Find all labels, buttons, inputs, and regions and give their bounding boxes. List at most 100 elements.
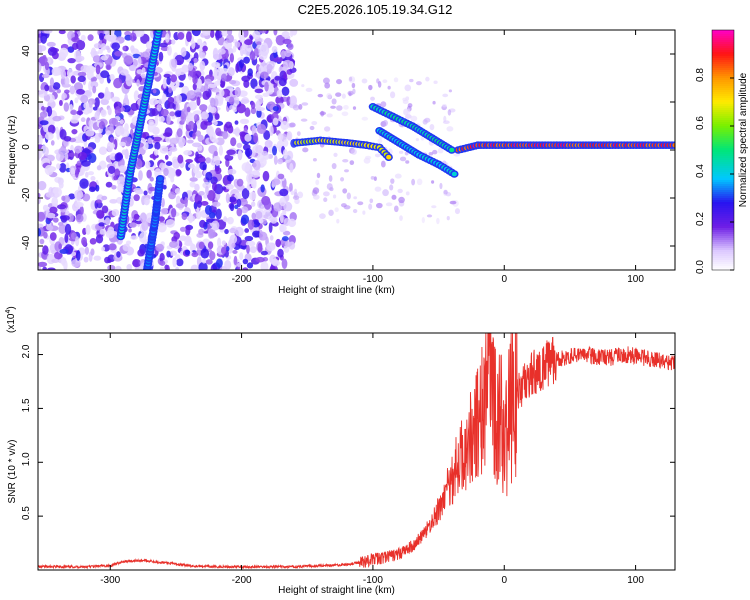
noise-blob: [275, 95, 284, 105]
noise-blob: [342, 158, 349, 163]
noise-blob: [316, 172, 321, 179]
noise-blob: [75, 213, 84, 223]
noise-blob: [349, 160, 355, 166]
noise-blob: [115, 125, 125, 136]
noise-blob: [49, 206, 58, 214]
noise-blob: [38, 134, 43, 146]
noise-blob: [166, 114, 171, 125]
noise-blob: [59, 47, 69, 58]
noise-blob: [70, 167, 76, 177]
colorbar-cell: [712, 176, 734, 179]
colorbar-cell: [712, 52, 734, 55]
colorbar-cell: [712, 226, 734, 229]
noise-blob: [266, 63, 273, 72]
colorbar-cell: [712, 138, 734, 141]
noise-blob: [207, 241, 214, 250]
noise-blob: [177, 137, 186, 147]
noise-blob: [98, 32, 104, 41]
colorbar-tick-label: 0.6: [695, 116, 706, 130]
noise-blob: [111, 42, 121, 51]
noise-blob: [38, 211, 46, 222]
noise-blob: [271, 178, 281, 186]
noise-blob: [377, 80, 382, 88]
noise-blob: [90, 77, 95, 83]
noise-blob: [191, 251, 199, 258]
noise-blob: [107, 107, 112, 116]
noise-blob: [128, 64, 137, 72]
feature-core: [157, 176, 163, 182]
x-tick-label: 100: [627, 575, 644, 586]
noise-blob: [436, 217, 440, 225]
chart-title: C2E5.2026.105.19.34.G12: [298, 2, 453, 17]
noise-blob: [244, 133, 252, 142]
noise-blob: [88, 100, 93, 108]
noise-blob: [175, 266, 179, 270]
noise-blob: [85, 129, 95, 137]
colorbar-cell: [712, 74, 734, 77]
noise-blob: [147, 121, 156, 133]
noise-blob: [234, 120, 239, 125]
noise-blob: [181, 212, 188, 221]
noise-blob: [380, 160, 386, 168]
noise-blob: [45, 212, 56, 219]
noise-blob: [133, 194, 140, 202]
noise-blob: [185, 158, 193, 164]
noise-blob: [236, 198, 242, 208]
noise-blob: [296, 131, 301, 136]
colorbar-cell: [712, 222, 734, 225]
y-tick-label: 0: [21, 144, 32, 150]
noise-blob: [52, 187, 63, 198]
noise-blob: [342, 188, 348, 194]
noise-blob: [249, 246, 257, 254]
noise-blob: [211, 220, 220, 231]
noise-blob: [67, 213, 74, 223]
noise-blob: [405, 114, 412, 119]
noise-blob: [282, 230, 291, 236]
noise-blob: [85, 65, 96, 74]
noise-blob: [246, 184, 251, 191]
noise-blob: [260, 250, 268, 256]
noise-blob: [242, 267, 249, 270]
colorbar-cell: [712, 162, 734, 165]
noise-blob: [209, 106, 217, 114]
noise-blob: [255, 256, 265, 263]
noise-blob: [210, 97, 216, 108]
noise-blob: [287, 218, 297, 228]
noise-blob: [213, 80, 221, 86]
noise-blob: [71, 36, 80, 43]
noise-blob: [188, 212, 193, 222]
noise-blob: [242, 258, 249, 265]
noise-blob: [119, 141, 126, 147]
colorbar-cell: [712, 42, 734, 45]
noise-blob: [237, 150, 242, 159]
x-tick-label: 100: [627, 274, 644, 285]
noise-blob: [232, 45, 237, 53]
noise-blob: [76, 55, 85, 62]
noise-blob: [109, 73, 115, 81]
colorbar-cell: [712, 86, 734, 89]
noise-blob: [85, 224, 91, 236]
noise-blob: [252, 160, 261, 171]
noise-blob: [95, 199, 102, 204]
noise-blob: [75, 168, 79, 178]
colorbar-cell: [712, 68, 734, 71]
noise-blob: [353, 196, 358, 200]
noise-blob: [232, 249, 238, 254]
noise-blob: [70, 109, 77, 116]
noise-blob: [336, 105, 343, 111]
colorbar-cell: [712, 118, 734, 121]
noise-blob: [138, 170, 143, 181]
noise-blob: [58, 30, 66, 35]
noise-blob: [275, 238, 282, 248]
colorbar-cell: [712, 246, 734, 249]
noise-blob: [184, 241, 194, 247]
noise-blob: [123, 55, 133, 66]
noise-blob: [264, 139, 273, 148]
noise-blob: [243, 56, 250, 64]
noise-blob: [394, 173, 402, 179]
colorbar-cell: [712, 94, 734, 97]
noise-blob: [61, 83, 71, 88]
noise-blob: [177, 32, 185, 40]
noise-blob: [64, 223, 72, 235]
